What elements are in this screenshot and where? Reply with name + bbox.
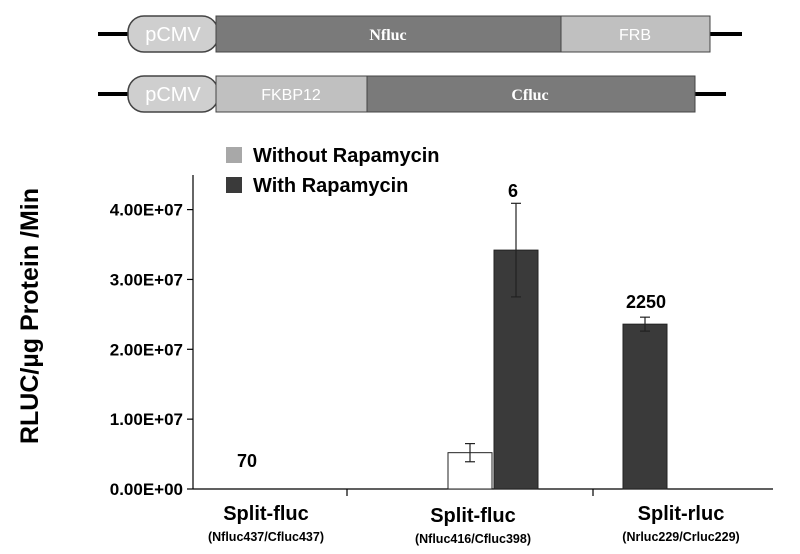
- legend-label: Without Rapamycin: [253, 145, 440, 167]
- data-label: 70: [237, 451, 257, 471]
- x-category-label: Split-rluc: [638, 503, 725, 525]
- construct-1-promoter-label: pCMV: [145, 24, 201, 46]
- construct-2-segment-fkbp12-label: FKBP12: [261, 87, 321, 104]
- bars: [447, 202, 668, 490]
- x-category-label: Split-fluc: [430, 505, 516, 527]
- construct-diagram: pCMV Nfluc FRB pCMV FKBP12 Cfluc: [98, 15, 742, 113]
- y-tick-label: 2.00E+07: [110, 340, 183, 359]
- y-axis-title: RLUC/µg Protein /Min: [16, 188, 44, 444]
- data-label: 2250: [626, 292, 666, 312]
- x-category-sublabel: (Nfluc437/Cfluc437): [208, 530, 324, 544]
- x-axis: Split-fluc (Nfluc437/Cfluc437) Split-fluc (…: [193, 488, 773, 546]
- legend-swatch: [226, 147, 242, 163]
- construct-2: pCMV FKBP12 Cfluc: [98, 75, 726, 113]
- legend: Without Rapamycin With Rapamycin: [226, 145, 440, 197]
- construct-2-promoter-label: pCMV: [145, 84, 201, 106]
- bar: [622, 323, 668, 490]
- y-tick-label: 4.00E+07: [110, 201, 183, 220]
- x-category-label: Split-fluc: [223, 503, 309, 525]
- construct-1-segment-nfluc: [215, 15, 562, 53]
- y-tick-label: 3.00E+07: [110, 270, 183, 289]
- legend-swatch: [226, 177, 242, 193]
- construct-1-segment-nfluc-label: Nfluc: [369, 27, 406, 44]
- x-category-sublabel: (Nfluc416/Cfluc398): [415, 532, 531, 546]
- annotations: 70 6 2250: [237, 181, 666, 471]
- x-category-sublabel: (Nrluc229/Crluc229): [622, 530, 739, 544]
- bar-chart: RLUC/µg Protein /Min 0.00E+00 1.00E+07 2.0…: [16, 145, 773, 546]
- construct-2-segment-cfluc: [366, 75, 696, 113]
- construct-1-segment-frb-label: FRB: [619, 27, 651, 44]
- y-tick-label: 1.00E+07: [110, 410, 183, 429]
- data-label: 6: [508, 181, 518, 201]
- y-axis: 0.00E+00 1.00E+07 2.00E+07 3.00E+07 4.00E+07: [110, 175, 194, 499]
- construct-1-segment-frb: [560, 15, 711, 53]
- construct-1: pCMV Nfluc FRB: [98, 15, 742, 53]
- legend-label: With Rapamycin: [253, 175, 408, 197]
- construct-2-segment-cfluc-label: Cfluc: [511, 87, 548, 104]
- y-tick-label: 0.00E+00: [110, 480, 183, 499]
